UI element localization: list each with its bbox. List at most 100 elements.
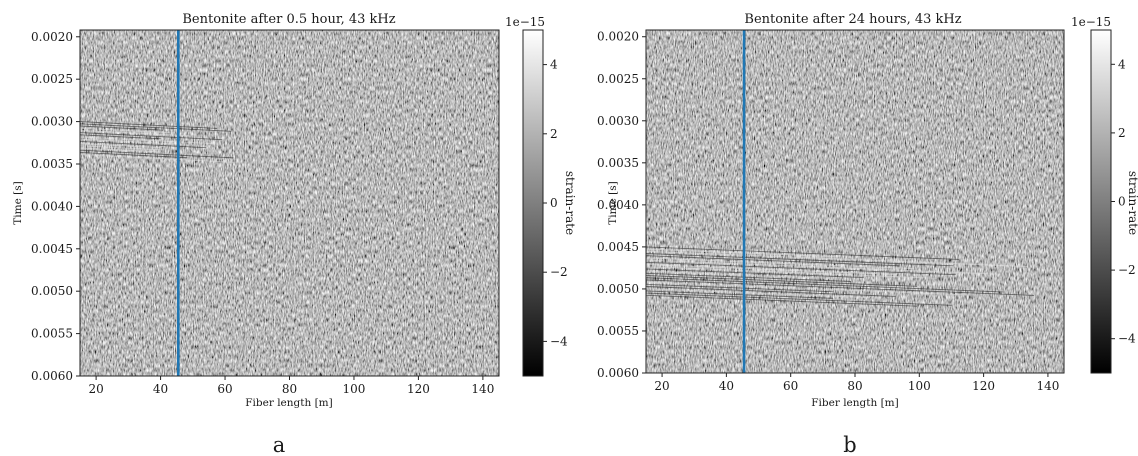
- y-tick-label: 0.0025: [31, 72, 73, 86]
- reflection-stripe: [79, 123, 232, 132]
- colorbar-label: strain-rate: [563, 171, 577, 235]
- reflection-stripe: [79, 127, 175, 134]
- colorbar-tick-label: 2: [1118, 126, 1126, 140]
- reflection-stripe: [79, 149, 234, 159]
- panel-letter: b: [843, 433, 856, 456]
- reflection-stripe: [645, 275, 917, 287]
- colorbar-tick-label: 4: [1118, 57, 1126, 71]
- x-axis-label: Fiber length [m]: [245, 397, 332, 409]
- x-tick-label: 80: [847, 379, 862, 393]
- x-tick-label: 120: [407, 382, 430, 396]
- y-tick-label: 0.0040: [31, 199, 73, 213]
- reflection-stripe: [645, 255, 899, 267]
- x-tick-label: 80: [282, 382, 297, 396]
- reflection-stripe: [79, 140, 207, 149]
- heatmap-area: [645, 29, 1065, 374]
- y-tick-label: 0.0045: [597, 240, 639, 254]
- reflection-stripe: [645, 286, 896, 297]
- heatmap-area: [79, 29, 500, 377]
- y-axis: 0.0020 0.0025 0.0030 0.0035 0.0040 0.0045 0.00…: [597, 30, 646, 380]
- chart-title: Bentonite after 24 hours, 43 kHz: [744, 12, 961, 27]
- x-tick-label: 140: [1036, 379, 1059, 393]
- x-tick-label: 100: [908, 379, 931, 393]
- y-axis-label: Time [s]: [12, 181, 24, 224]
- y-tick-label: 0.0045: [31, 242, 73, 256]
- chart-title: Bentonite after 0.5 hour, 43 kHz: [182, 12, 395, 27]
- reflection-stripe: [79, 129, 189, 137]
- reflection-stripe: [645, 266, 937, 279]
- y-tick-label: 0.0030: [597, 114, 639, 128]
- colorbar-exponent: 1e−15: [1071, 15, 1111, 29]
- reflection-band: [645, 246, 1035, 307]
- reflection-stripe: [645, 268, 864, 279]
- reflection-stripe: [645, 270, 829, 279]
- panel-b: Bentonite after 24 hours, 43 kHz 20 40 60 8…: [597, 12, 1138, 456]
- y-tick-label: 0.0020: [597, 30, 639, 44]
- colorbar: 1e−15 4 2 0 −2 −4 strain-rate: [1071, 15, 1138, 374]
- x-tick-label: 20: [88, 382, 103, 396]
- colorbar-label: strain-rate: [1126, 171, 1138, 235]
- x-tick-label: 40: [153, 382, 168, 396]
- y-tick-label: 0.0060: [31, 369, 73, 383]
- y-tick-label: 0.0060: [597, 366, 639, 380]
- panel-a: Bentonite after 0.5 hour, 43 kHz 20 40 60 8…: [12, 12, 577, 456]
- reflection-stripe: [645, 253, 954, 267]
- reflection-stripe: [645, 272, 852, 282]
- x-tick-label: 40: [719, 379, 734, 393]
- y-tick-label: 0.0020: [31, 30, 73, 44]
- colorbar-tick-label: 4: [550, 58, 558, 72]
- reflection-stripe: [645, 283, 834, 293]
- reflection-stripe: [645, 294, 918, 307]
- colorbar-tick-label: 0: [550, 196, 558, 210]
- reflection-stripe: [645, 259, 996, 275]
- x-axis: 20 40 60 80 100 120 140: [654, 373, 1059, 393]
- reflection-band: [79, 121, 235, 163]
- colorbar-exponent: 1e−15: [505, 15, 545, 29]
- reflection-stripe: [79, 145, 161, 151]
- reflection-stripe: [645, 290, 834, 299]
- y-tick-label: 0.0055: [31, 327, 73, 341]
- y-axis: 0.0020 0.0025 0.0030 0.0035 0.0040 0.0045 0.00…: [31, 30, 80, 383]
- panel-letter: a: [273, 433, 286, 456]
- colorbar-tick-label: −2: [550, 265, 568, 279]
- x-tick-label: 60: [783, 379, 798, 393]
- reflection-stripe: [79, 132, 223, 141]
- reflection-stripe: [645, 250, 1028, 268]
- x-tick-label: 100: [343, 382, 366, 396]
- reflection-stripe: [79, 143, 161, 149]
- reflection-stripe: [645, 248, 840, 258]
- colorbar-tick-label: −4: [1118, 332, 1136, 346]
- colorbar-tick-label: −4: [550, 334, 568, 348]
- reflection-stripe: [645, 257, 915, 270]
- reflection-stripe: [645, 261, 956, 276]
- reflection-stripe: [645, 292, 952, 306]
- reflection-stripe: [645, 288, 870, 299]
- reflection-stripe: [79, 134, 162, 140]
- y-tick-label: 0.0035: [31, 157, 73, 171]
- y-tick-label: 0.0055: [597, 324, 639, 338]
- reflection-stripe: [79, 151, 188, 159]
- reflection-stripe: [645, 279, 1035, 296]
- colorbar-tick-label: −2: [1118, 263, 1136, 277]
- reflection-stripe: [79, 121, 218, 129]
- y-tick-label: 0.0035: [597, 156, 639, 170]
- colorbar: 1e−15 4 2 0 −2 −4 strain-rate: [505, 15, 577, 377]
- reflection-stripe: [645, 281, 969, 296]
- y-tick-label: 0.0050: [597, 282, 639, 296]
- reflection-stripe: [79, 136, 215, 145]
- reflection-stripe: [645, 264, 898, 275]
- reflection-stripe: [79, 125, 164, 131]
- reflection-stripe: [79, 138, 182, 145]
- x-tick-label: 20: [654, 379, 669, 393]
- y-tick-label: 0.0025: [597, 72, 639, 86]
- reflection-stripe: [645, 246, 959, 260]
- colorbar-tick-label: 0: [1118, 195, 1126, 209]
- y-tick-label: 0.0040: [597, 198, 639, 212]
- y-axis-label: Time [s]: [607, 181, 619, 224]
- reflection-stripe: [79, 154, 235, 163]
- x-axis: 20 40 60 80 100 120 140: [88, 376, 494, 396]
- colorbar-tick-label: 2: [550, 127, 558, 141]
- x-tick-label: 140: [471, 382, 494, 396]
- y-tick-label: 0.0050: [31, 284, 73, 298]
